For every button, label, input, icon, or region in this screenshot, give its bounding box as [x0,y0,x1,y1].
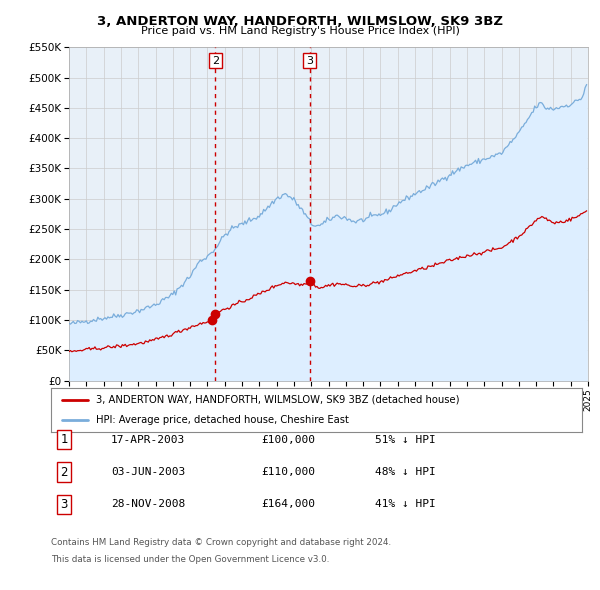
Text: Contains HM Land Registry data © Crown copyright and database right 2024.: Contains HM Land Registry data © Crown c… [51,538,391,547]
Text: 51% ↓ HPI: 51% ↓ HPI [375,435,436,444]
Text: HPI: Average price, detached house, Cheshire East: HPI: Average price, detached house, Ches… [96,415,349,425]
Text: 17-APR-2003: 17-APR-2003 [111,435,185,444]
Text: £100,000: £100,000 [261,435,315,444]
Text: 3, ANDERTON WAY, HANDFORTH, WILMSLOW, SK9 3BZ: 3, ANDERTON WAY, HANDFORTH, WILMSLOW, SK… [97,15,503,28]
Text: 3: 3 [306,55,313,65]
Text: 48% ↓ HPI: 48% ↓ HPI [375,467,436,477]
Text: 1: 1 [61,433,68,446]
Text: This data is licensed under the Open Government Licence v3.0.: This data is licensed under the Open Gov… [51,555,329,563]
Text: £110,000: £110,000 [261,467,315,477]
Text: 28-NOV-2008: 28-NOV-2008 [111,500,185,509]
Text: 03-JUN-2003: 03-JUN-2003 [111,467,185,477]
Text: 2: 2 [61,466,68,478]
Text: 3, ANDERTON WAY, HANDFORTH, WILMSLOW, SK9 3BZ (detached house): 3, ANDERTON WAY, HANDFORTH, WILMSLOW, SK… [96,395,460,405]
Text: £164,000: £164,000 [261,500,315,509]
Text: 3: 3 [61,498,68,511]
Text: 41% ↓ HPI: 41% ↓ HPI [375,500,436,509]
Text: Price paid vs. HM Land Registry's House Price Index (HPI): Price paid vs. HM Land Registry's House … [140,26,460,36]
Text: 2: 2 [212,55,219,65]
